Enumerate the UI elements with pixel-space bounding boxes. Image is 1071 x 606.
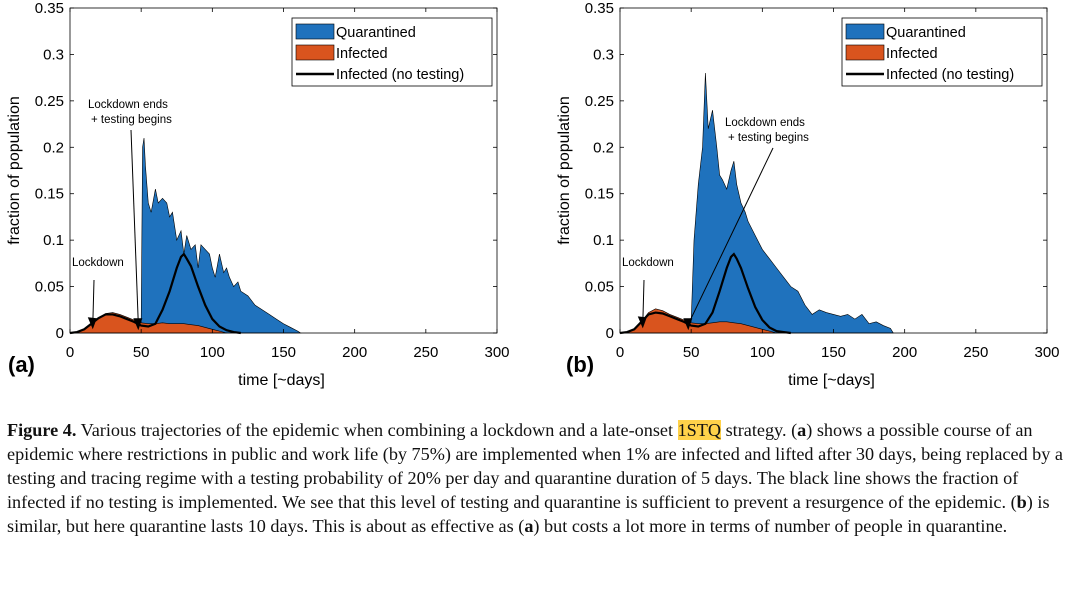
- y-tick-label: 0.3: [43, 46, 64, 63]
- legend-label: Infected: [886, 46, 938, 62]
- chart-panel-b: 0 50 100 150 200 250 300 0 0.05 0.1 0.15 0.2 0.25 0.3…: [556, 0, 1060, 389]
- figure-caption: Figure 4. Various trajectories of the ep…: [7, 418, 1065, 538]
- y-tick-label: 0.2: [43, 139, 64, 156]
- annotation-arrow: [130, 129, 139, 325]
- series-area-quarantined: [619, 72, 894, 334]
- caption-text: strategy. (: [721, 420, 798, 440]
- annotation-line: Lockdown ends: [88, 99, 168, 111]
- x-axis-label: time [~days]: [788, 372, 875, 389]
- legend-swatch: [295, 23, 335, 40]
- y-tick-label: 0.05: [35, 279, 64, 296]
- y-axis-label: fraction of population: [6, 96, 23, 245]
- caption-highlight: 1STQ: [677, 420, 722, 440]
- y-tick-label: 0.3: [593, 46, 614, 63]
- x-tick-label: 250: [413, 344, 438, 361]
- x-tick-label: 0: [66, 344, 74, 361]
- y-tick-label: 0.2: [593, 139, 614, 156]
- series-line-infected-no-testing: [619, 252, 791, 335]
- y-tick-label: 0.35: [35, 0, 64, 17]
- chart-panel-a: 0 50 100 150 200 250 300 0 0.05 0.1 0.15 0.2 0.25 0.3…: [6, 0, 510, 389]
- x-tick-label: 0: [616, 344, 624, 361]
- figure-charts: 0 50 100 150 200 250 300 0 0.05 0.1 0.15 0.2 0.25 0.3…: [6, 0, 1060, 389]
- legend-label: Quarantined: [886, 25, 966, 41]
- annotation-line: + testing begins: [91, 114, 172, 126]
- annotation-lockdown-ends: Lockdown ends + testing begins: [725, 117, 809, 144]
- y-tick-label: 0: [56, 325, 64, 342]
- caption-text: ) but costs a lot more in terms of numbe…: [533, 516, 1008, 536]
- annotation-line: + testing begins: [728, 132, 809, 144]
- y-tick-label: 0.05: [585, 279, 614, 296]
- series-area-quarantined: [70, 137, 302, 334]
- x-tick-label: 100: [200, 344, 225, 361]
- annotation-lockdown: Lockdown: [622, 257, 674, 269]
- y-tick-label: 0.15: [585, 186, 614, 203]
- caption-text: Various trajectories of the epidemic whe…: [80, 420, 678, 440]
- annotation-arrowhead: [87, 317, 97, 330]
- y-tick-label: 0.25: [35, 93, 64, 110]
- annotation-lockdown-ends: Lockdown ends + testing begins: [88, 99, 172, 126]
- x-tick-label: 300: [484, 344, 509, 361]
- x-tick-label: 300: [1034, 344, 1059, 361]
- x-tick-label: 150: [821, 344, 846, 361]
- y-tick-label: 0.1: [43, 232, 64, 249]
- legend-swatch: [295, 44, 335, 61]
- legend-swatch: [845, 44, 885, 61]
- y-tick-label: 0.25: [585, 93, 614, 110]
- annotation-arrow: [687, 147, 774, 325]
- legend: Quarantined Infected Infected (no testing): [291, 17, 493, 87]
- x-tick-label: 200: [342, 344, 367, 361]
- caption-ref: a: [797, 420, 807, 440]
- y-tick-label: 0.15: [35, 186, 64, 203]
- caption-ref: a: [524, 516, 534, 536]
- series-line-infected-no-testing: [69, 252, 241, 335]
- panel-label: (b): [566, 352, 594, 377]
- x-tick-label: 250: [963, 344, 988, 361]
- annotation-arrowhead: [133, 318, 143, 331]
- legend-label: Infected (no testing): [886, 67, 1014, 83]
- y-axis-label: fraction of population: [556, 96, 573, 245]
- x-axis-label: time [~days]: [238, 372, 325, 389]
- y-tick-label: 0.1: [593, 232, 614, 249]
- annotation-lockdown: Lockdown: [72, 257, 124, 269]
- x-tick-label: 50: [133, 344, 150, 361]
- annotation-arrowhead: [683, 318, 693, 331]
- x-tick-label: 100: [750, 344, 775, 361]
- x-tick-label: 50: [683, 344, 700, 361]
- legend-swatch: [845, 23, 885, 40]
- panel-label: (a): [8, 352, 35, 377]
- x-tick-label: 200: [892, 344, 917, 361]
- legend-label: Quarantined: [336, 25, 416, 41]
- caption-text: ) shows a possible course of an epidemic…: [7, 420, 1063, 512]
- caption-text: ) is similar, but here quarantine lasts …: [7, 492, 1050, 536]
- y-tick-label: 0.35: [585, 0, 614, 17]
- caption-ref: b: [1016, 492, 1027, 512]
- annotation-line: Lockdown ends: [725, 117, 805, 129]
- legend: Quarantined Infected Infected (no testing): [841, 17, 1043, 87]
- x-tick-label: 150: [271, 344, 296, 361]
- annotation-arrow: [92, 279, 95, 326]
- legend-label: Infected: [336, 46, 388, 62]
- annotation-arrowhead: [637, 316, 647, 329]
- legend-label: Infected (no testing): [336, 67, 464, 83]
- caption-figure-label: Figure 4.: [7, 420, 77, 440]
- y-tick-label: 0: [606, 325, 614, 342]
